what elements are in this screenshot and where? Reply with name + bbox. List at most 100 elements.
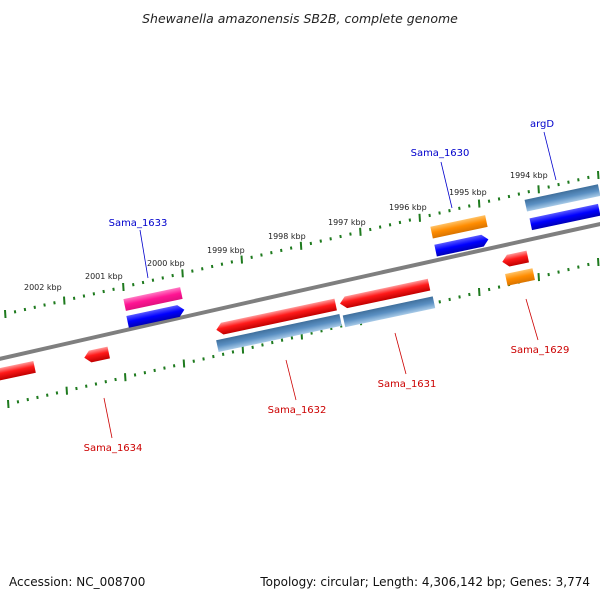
- scale-major-tick: [597, 170, 600, 180]
- gene-feature[interactable]: [216, 314, 342, 352]
- scale-major-tick: [4, 309, 7, 319]
- genome-summary: Topology: circular; Length: 4,306,142 bp…: [259, 575, 590, 589]
- scale-minor-tick: [43, 303, 46, 307]
- scale-major-tick: [240, 255, 243, 264]
- label-leader-line: [103, 397, 113, 439]
- gene-feature[interactable]: [434, 234, 489, 257]
- gene-feature[interactable]: [529, 203, 600, 231]
- scale-minor-tick: [171, 273, 174, 278]
- scale-minor-tick: [517, 192, 521, 196]
- scale-minor-tick: [577, 265, 580, 269]
- gene-feature[interactable]: [505, 268, 535, 286]
- gene-label-sama-1633[interactable]: Sama_1633: [109, 218, 168, 229]
- scale-major-tick: [537, 273, 540, 282]
- genome-backbone: [0, 222, 600, 361]
- tick-label: 2002 kbp: [24, 283, 62, 292]
- scale-minor-tick: [75, 386, 78, 391]
- gene-feature[interactable]: [501, 250, 529, 268]
- scale-minor-tick: [448, 209, 451, 213]
- scale-minor-tick: [202, 357, 205, 361]
- scale-minor-tick: [497, 285, 501, 289]
- scale-minor-tick: [114, 377, 117, 382]
- scale-minor-tick: [438, 300, 441, 304]
- scale-minor-tick: [458, 295, 461, 299]
- scale-minor-tick: [192, 359, 195, 363]
- scale-major-tick: [477, 199, 481, 208]
- scale-minor-tick: [378, 225, 382, 229]
- scale-minor-tick: [250, 255, 253, 259]
- scale-minor-tick: [153, 368, 156, 373]
- scale-minor-tick: [587, 175, 590, 180]
- scale-minor-tick: [26, 397, 29, 402]
- gene-feature[interactable]: [339, 278, 431, 310]
- scale-minor-tick: [468, 292, 471, 297]
- tick-label: 1997 kbp: [328, 218, 366, 227]
- gene-feature[interactable]: [126, 304, 185, 328]
- label-leader-line: [394, 332, 407, 375]
- scale-minor-tick: [507, 194, 511, 199]
- accession-label: Accession: NC_008700: [9, 575, 145, 589]
- scale-minor-tick: [210, 264, 214, 269]
- gene-feature[interactable]: [342, 296, 436, 328]
- gene-feature[interactable]: [430, 215, 488, 239]
- scale-major-tick: [181, 269, 184, 278]
- scale-minor-tick: [53, 301, 56, 305]
- gene-label-sama-1634[interactable]: Sama_1634: [84, 443, 143, 454]
- scale-minor-tick: [388, 223, 392, 227]
- scale-minor-tick: [104, 380, 107, 384]
- scale-minor-tick: [16, 400, 20, 404]
- scale-minor-tick: [161, 276, 164, 280]
- scale-minor-tick: [55, 391, 59, 395]
- scale-minor-tick: [33, 305, 36, 309]
- gene-label-sama-1631[interactable]: Sama_1631: [378, 379, 437, 390]
- scale-minor-tick: [92, 292, 96, 296]
- label-leader-line: [440, 161, 453, 209]
- scale-minor-tick: [23, 307, 27, 312]
- scale-minor-tick: [261, 343, 264, 347]
- scale-minor-tick: [72, 296, 76, 300]
- gene-label-sama-1632[interactable]: Sama_1632: [268, 405, 327, 416]
- scale-minor-tick: [280, 338, 284, 342]
- gene-feature[interactable]: [524, 184, 600, 212]
- scale-minor-tick: [468, 204, 471, 208]
- scale-major-tick: [299, 241, 303, 250]
- scale-major-tick: [597, 257, 600, 267]
- scale-minor-tick: [172, 364, 176, 368]
- scale-minor-tick: [309, 241, 313, 246]
- scale-minor-tick: [487, 199, 491, 203]
- scale-major-tick: [182, 359, 186, 368]
- scale-minor-tick: [271, 340, 274, 345]
- gene-feature[interactable]: [215, 298, 337, 336]
- scale-minor-tick: [329, 237, 332, 241]
- scale-minor-tick: [270, 251, 273, 255]
- scale-minor-tick: [94, 382, 98, 386]
- scale-minor-tick: [567, 180, 570, 184]
- scale-minor-tick: [46, 393, 49, 397]
- scale-minor-tick: [280, 248, 283, 253]
- scale-minor-tick: [458, 206, 461, 210]
- scale-major-tick: [122, 282, 125, 292]
- gene-label-argd[interactable]: argD: [530, 119, 554, 130]
- label-leader-line: [543, 131, 557, 181]
- scale-minor-tick: [191, 269, 194, 273]
- scale-minor-tick: [587, 262, 590, 267]
- scale-minor-tick: [289, 246, 293, 250]
- gene-feature[interactable]: [83, 346, 110, 364]
- label-leader-line: [285, 359, 297, 401]
- scale-minor-tick: [221, 352, 225, 356]
- scale-minor-tick: [547, 272, 550, 277]
- gene-label-sama-1629[interactable]: Sama_1629: [511, 345, 570, 356]
- gene-feature[interactable]: [123, 287, 183, 311]
- gene-feature[interactable]: [0, 360, 36, 382]
- scale-track: [4, 170, 600, 319]
- scale-minor-tick: [212, 354, 215, 359]
- scale-major-tick: [241, 345, 245, 354]
- scale-minor-tick: [557, 270, 560, 274]
- scale-major-tick: [124, 373, 127, 382]
- tick-label: 1996 kbp: [389, 203, 427, 212]
- gene-label-sama-1630[interactable]: Sama_1630: [411, 148, 470, 159]
- scale-minor-tick: [220, 262, 224, 266]
- scale-minor-tick: [141, 280, 145, 285]
- scale-minor-tick: [13, 310, 17, 314]
